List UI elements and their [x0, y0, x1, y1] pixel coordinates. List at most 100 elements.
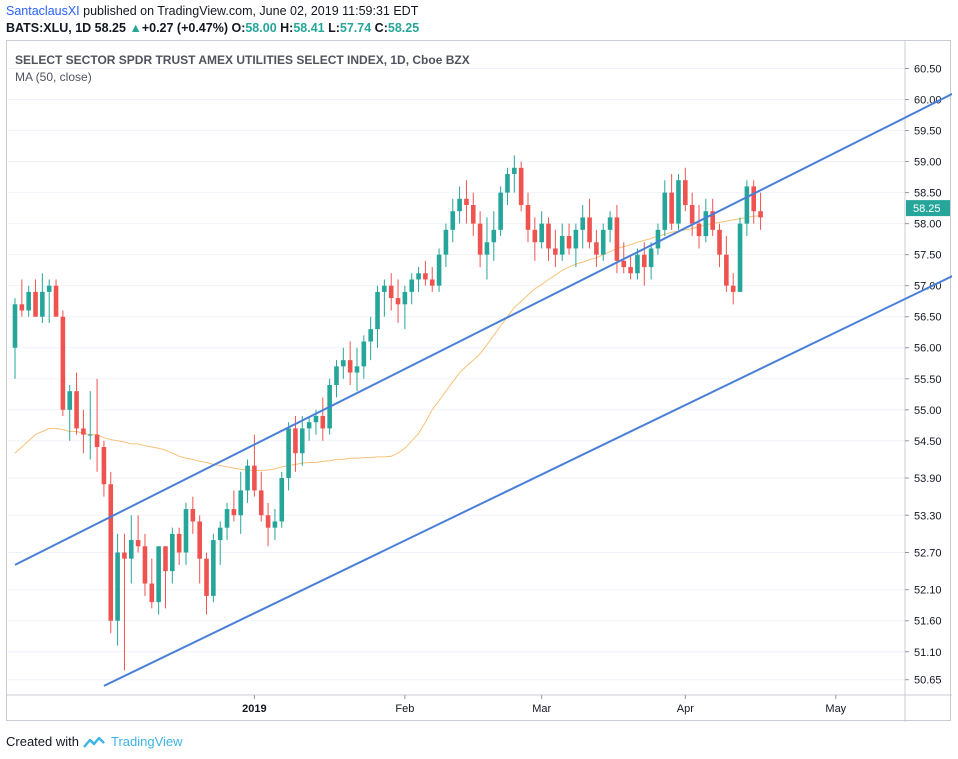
candle-body [717, 229, 722, 255]
candle-body [135, 540, 141, 547]
candle-body [505, 173, 510, 193]
candle-body [443, 229, 449, 255]
candle-body [33, 291, 38, 317]
candle-body [539, 223, 544, 243]
candle-body [313, 415, 319, 423]
candle-body [46, 285, 52, 292]
candle-body [252, 465, 257, 491]
footer: Created with TradingView [6, 734, 183, 749]
candle-body [361, 341, 367, 367]
candle-body [409, 279, 415, 292]
candle-body [758, 211, 763, 218]
candle-body [258, 490, 264, 516]
channel-trendline [103, 275, 952, 687]
y-tick-label: 55.50 [914, 374, 942, 386]
y-tick-label: 51.10 [914, 647, 942, 659]
candle-body [19, 304, 25, 311]
candle-body [395, 298, 401, 305]
indicator-legend: MA (50, close) [15, 70, 92, 84]
tradingview-brand-link[interactable]: TradingView [110, 734, 183, 749]
candle-body [648, 248, 654, 268]
candle-body [724, 254, 729, 286]
ohlc-line: BATS:XLU, 1D 58.25 ▲+0.27 (+0.47%) O:58.… [6, 21, 419, 35]
open-value: 58.00 [245, 21, 277, 35]
up-arrow-icon: ▲ [129, 21, 142, 35]
candle-body [286, 428, 291, 479]
candle-body [498, 192, 503, 230]
candle-body [457, 198, 462, 212]
candle-body [40, 291, 45, 317]
candle-body [67, 391, 73, 410]
y-tick-label: 55.00 [914, 405, 942, 417]
x-tick-label: Mar [532, 703, 551, 715]
tradingview-logo-icon[interactable] [83, 735, 105, 749]
candle-body [272, 521, 278, 528]
candle-body [532, 229, 538, 243]
candle-body [655, 229, 661, 249]
candle-body [546, 223, 551, 249]
candle-body [197, 521, 202, 559]
candle-body [635, 254, 640, 274]
candle-body [553, 248, 558, 255]
candle-body [320, 415, 326, 429]
publish-line: SantaclausXI published on TradingView.co… [6, 4, 418, 18]
y-tick-label: 58.50 [914, 188, 942, 200]
y-tick-label: 59.50 [914, 126, 942, 138]
candle-body [662, 192, 668, 230]
candle-body [81, 428, 86, 435]
candle-body [163, 546, 168, 572]
y-tick-label: 60.50 [914, 64, 942, 76]
candle-body [614, 217, 620, 261]
y-tick-label: 52.70 [914, 547, 942, 559]
candle-body [621, 260, 627, 268]
candle-body [306, 422, 312, 429]
candle-body [299, 428, 305, 454]
candle-body [641, 254, 647, 268]
candle-body [170, 533, 175, 572]
y-tick-label: 54.50 [914, 436, 942, 448]
candle-body [402, 291, 408, 305]
candle-body [149, 583, 155, 603]
candle-body [183, 509, 189, 553]
low-value: 57.74 [339, 21, 372, 35]
candle-body [628, 267, 633, 274]
candle-body [683, 180, 688, 206]
candle-body [26, 291, 31, 311]
candle-body [423, 273, 428, 280]
candle-body [751, 186, 757, 212]
candle-body [607, 217, 613, 230]
created-with-label: Created with [6, 734, 79, 749]
author-link[interactable]: SantaclausXI [6, 4, 80, 18]
published-text: published on TradingView.com, June 02, 2… [83, 4, 419, 18]
chart-frame[interactable]: 60.50 60.00 59.50 59.00 58.50 58.00 57.50 57.00… [6, 40, 952, 722]
candle-body [12, 304, 18, 348]
candle-body [689, 205, 695, 224]
y-tick-label: 53.30 [914, 510, 942, 522]
candle-body [573, 229, 579, 249]
x-tick-label: Feb [395, 703, 414, 715]
candle-body [382, 285, 387, 292]
candle-body [676, 180, 681, 224]
y-tick-label: 58.00 [914, 219, 942, 231]
candle-body [122, 552, 127, 559]
price-chart[interactable]: 60.5060.0059.5059.0058.5058.0057.5057.00… [7, 41, 952, 722]
candle-body [464, 198, 469, 206]
last-price-tag [906, 200, 950, 217]
candle-body [87, 434, 93, 436]
candle-body [737, 223, 743, 292]
candle-body [730, 285, 736, 292]
candle-body [238, 490, 244, 516]
candle-body [94, 434, 100, 448]
high-value: 58.41 [293, 21, 325, 35]
candle-body [217, 527, 223, 541]
candle-body [74, 391, 79, 429]
candle-body [703, 211, 709, 237]
y-tick-label: 56.50 [914, 312, 942, 324]
candle-body [224, 509, 230, 528]
candle-body [580, 217, 586, 230]
candle-body [354, 366, 360, 373]
x-tick-label: 2019 [242, 703, 266, 715]
candle-body [416, 273, 421, 280]
chart-title: SELECT SECTOR SPDR TRUST AMEX UTILITIES … [15, 53, 470, 67]
candle-body [368, 329, 373, 342]
